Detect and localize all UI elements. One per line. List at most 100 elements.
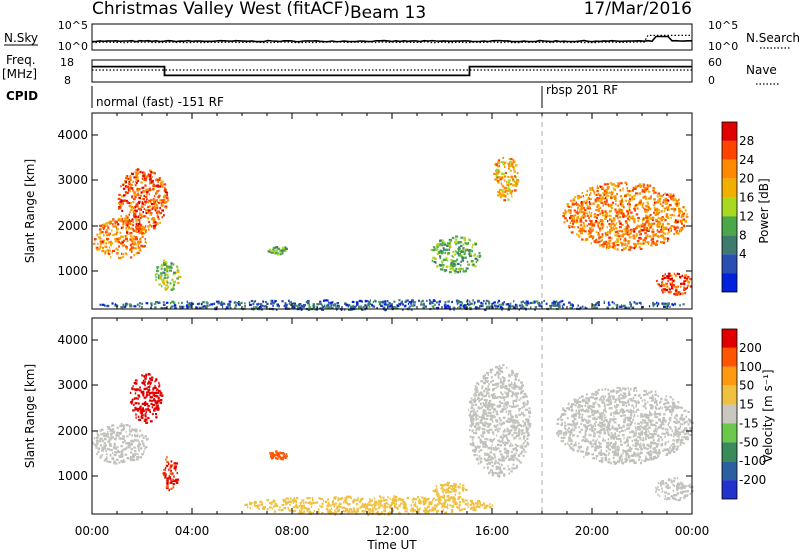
scatter-cell-4 [453,484,457,487]
scatter-cell-2 [162,278,165,281]
scatter-cell-6 [649,213,652,217]
scatter-cell-6 [578,414,580,417]
scatter-cell-6 [583,418,585,421]
scatter-cell-5 [482,375,485,379]
scatter-cell-7 [686,284,690,287]
scatter-cell-0 [96,233,99,236]
scatter-cell-6 [578,442,580,445]
scatter-cell-6 [572,199,576,202]
scatter-cell-6 [621,233,625,237]
scatter-cell-8 [510,305,512,308]
scatter-cell-4 [462,484,465,487]
plot-title: Christmas Valley West (fitACF) [92,0,350,19]
scatter-cell-6 [567,442,569,445]
scatter-cell-5 [503,194,507,198]
scatter-cell-5 [477,407,481,410]
scatter-cell-8 [529,306,532,309]
scatter-cell-1 [147,404,150,408]
scatter-cell-0 [136,439,139,442]
scatter-cell-1 [150,378,153,382]
scatter-cell-6 [671,214,673,217]
scatter-cell-6 [654,397,656,401]
scatter-cell-5 [511,444,514,447]
scatter-cell-1 [127,221,130,224]
scatter-cell-4 [432,249,435,252]
scatter-cell-3 [282,453,285,456]
scatter-cell-6 [633,194,636,197]
scatter-cell-6 [638,444,642,447]
scatter-cell-4 [478,252,481,255]
scatter-cell-5 [514,383,516,386]
scatter-cell-8 [535,300,539,303]
scatter-cell-6 [603,189,606,193]
scatter-cell-6 [614,210,616,213]
scatter-cell-8 [545,302,548,305]
scatter-cell-6 [662,224,664,227]
scatter-cell-5 [484,421,487,424]
scatter-cell-1 [126,186,130,189]
scatter-cell-6 [579,209,582,212]
scatter-cell-5 [500,172,503,175]
scatter-cell-6 [586,224,588,227]
scatter-cell-7 [661,289,664,292]
scatter-cell-1 [135,193,139,196]
scatter-cell-6 [687,431,689,434]
scatter-cell-1 [159,177,161,180]
scatter-cell-1 [125,176,128,180]
scatter-cell-0 [132,224,135,227]
scatter-cell-1 [151,207,154,210]
scatter-cell-6 [593,416,596,419]
scatter-cell-0 [108,252,111,255]
scatter-cell-1 [131,401,133,404]
scatter-cell-8 [122,303,125,306]
scatter-cell-1 [150,396,153,399]
scatter-cell-6 [568,209,570,212]
scatter-cell-0 [143,450,145,453]
scatter-cell-5 [526,432,530,435]
power-ytick-1000: 1000 [57,264,88,278]
scatter-cell-5 [505,401,509,404]
scatter-cell-1 [142,394,145,397]
scatter-cell-6 [589,214,593,218]
scatter-cell-7 [680,282,683,285]
scatter-cell-5 [515,452,517,455]
scatter-cell-6 [583,224,586,228]
scatter-cell-6 [605,215,608,218]
scatter-cell-1 [149,212,153,215]
scatter-cell-5 [488,399,492,403]
scatter-cell-0 [113,462,116,465]
scatter-cell-1 [162,195,166,198]
scatter-cell-8 [203,305,206,308]
scatter-cell-6 [670,216,672,219]
scatter-cell-0 [108,442,112,446]
scatter-cell-2 [165,458,167,461]
scatter-cell-6 [628,202,630,205]
colorbar-tick: 16 [739,191,754,205]
scatter-cell-5 [518,407,521,411]
scatter-cell-5 [499,436,503,439]
scatter-cell-5 [521,431,523,434]
scatter-cell-6 [569,209,572,212]
scatter-cell-0 [101,439,104,442]
scatter-cell-6 [566,417,569,420]
scatter-cell-4 [435,248,439,251]
scatter-cell-1 [148,225,150,228]
scatter-cell-6 [617,182,620,185]
scatter-cell-1 [146,393,149,396]
scatter-cell-4 [449,491,452,494]
scatter-cell-8 [562,303,565,306]
scatter-cell-6 [682,206,684,209]
scatter-cell-1 [149,180,152,183]
scatter-cell-6 [603,439,607,442]
scatter-cell-6 [597,430,600,433]
scatter-cell-6 [578,406,581,409]
scatter-cell-3 [278,452,281,455]
scatter-cell-4 [449,240,452,243]
scatter-cell-5 [528,433,530,436]
scatter-cell-5 [482,445,485,448]
scatter-cell-6 [606,194,610,197]
scatter-cell-6 [647,419,651,422]
scatter-cell-5 [508,472,510,475]
scatter-cell-5 [522,448,526,451]
colorbar-tick: 12 [739,209,754,223]
